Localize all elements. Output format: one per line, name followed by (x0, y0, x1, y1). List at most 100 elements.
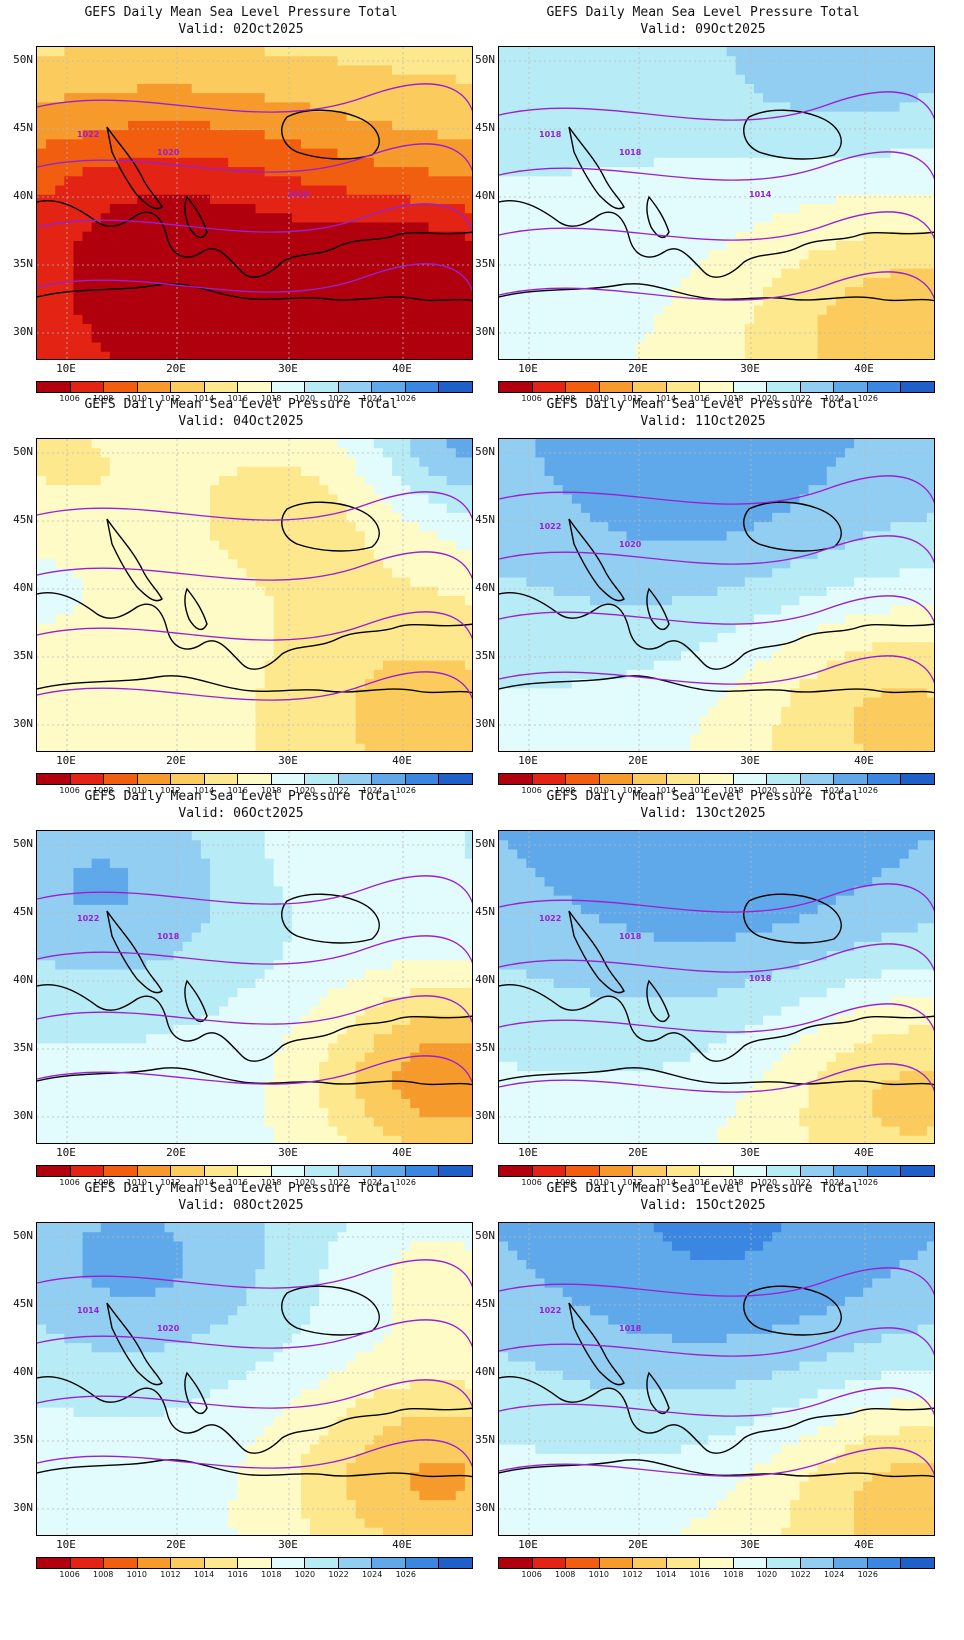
pressure-cell (182, 549, 193, 560)
pressure-cell (419, 466, 430, 477)
pressure-cell (437, 734, 448, 745)
pressure-cell (571, 231, 582, 242)
pressure-cell (209, 605, 220, 616)
pressure-cell (726, 324, 737, 334)
pressure-cell (608, 287, 618, 297)
pressure-cell (401, 642, 411, 653)
pressure-cell (590, 250, 600, 261)
pressure-cell (191, 577, 202, 588)
pressure-cell (37, 679, 47, 689)
pressure-cell (671, 314, 682, 325)
pressure-cell (419, 586, 430, 597)
pressure-cell (690, 287, 700, 297)
pressure-cell (146, 512, 156, 523)
pressure-cell (364, 259, 375, 270)
pressure-cell (373, 540, 384, 551)
pressure-cell (255, 623, 266, 634)
pressure-cell (708, 324, 719, 334)
pressure-cell (191, 185, 202, 196)
pressure-cell (590, 130, 600, 140)
pressure-cell (517, 157, 527, 168)
pressure-cell (128, 259, 138, 270)
pressure-cell (255, 351, 266, 359)
pressure-cell (562, 102, 573, 113)
pressure-cell (146, 204, 156, 214)
pressure-cell (200, 74, 211, 85)
pressure-cell (273, 457, 284, 468)
pressure-cell (282, 596, 293, 606)
pressure-cell (392, 139, 402, 150)
pressure-cell (437, 642, 448, 653)
pressure-cell (173, 725, 184, 736)
pressure-cell (228, 549, 238, 560)
pressure-cell (328, 503, 339, 514)
pressure-cell (319, 503, 329, 514)
pressure-cell (535, 351, 546, 359)
pressure-cell (854, 83, 864, 94)
pressure-cell (635, 268, 646, 279)
pressure-cell (708, 333, 719, 344)
pressure-cell (437, 222, 448, 233)
pressure-cell (401, 503, 411, 514)
pressure-cell (926, 157, 934, 168)
pressure-cell (690, 240, 700, 251)
pressure-cell (200, 716, 211, 726)
pressure-cell (401, 512, 411, 523)
pressure-cell (246, 725, 257, 736)
pressure-cell (817, 314, 828, 325)
pressure-cell (109, 605, 120, 616)
pressure-cell (392, 93, 402, 104)
pressure-cell (382, 439, 393, 449)
pressure-cell (301, 231, 311, 242)
pressure-cell (191, 669, 202, 680)
pressure-cell (337, 74, 348, 85)
pressure-cell (881, 351, 892, 359)
pressure-cell (128, 531, 138, 542)
pressure-cell (301, 333, 311, 344)
pressure-cell (155, 457, 166, 468)
pressure-cell (717, 250, 728, 261)
pressure-cell (671, 74, 682, 85)
pressure-cell (410, 176, 420, 187)
pressure-cell (228, 305, 238, 316)
pressure-cell (337, 475, 348, 486)
pressure-cell (917, 342, 928, 353)
pressure-cell (437, 494, 448, 505)
pressure-cell (55, 250, 65, 261)
pressure-cell (844, 194, 855, 205)
pressure-cell (917, 314, 928, 325)
pressure-cell (562, 56, 573, 67)
pressure-cell (100, 222, 111, 233)
pressure-cell (237, 651, 247, 662)
pressure-cell (137, 549, 147, 560)
pressure-cell (382, 596, 393, 606)
pressure-cell (817, 333, 828, 344)
pressure-cell (173, 623, 184, 634)
pressure-cell (173, 204, 184, 214)
pressure-cell (128, 139, 138, 150)
pressure-cell (410, 632, 420, 643)
pressure-cell (781, 167, 791, 177)
pressure-cell (146, 679, 156, 689)
pressure-cell (382, 559, 393, 569)
pressure-cell (835, 111, 846, 122)
pressure-cell (337, 605, 348, 616)
pressure-cell (301, 669, 311, 680)
pressure-cell (580, 268, 591, 279)
pressure-cell (464, 194, 472, 205)
pressure-cell (337, 47, 348, 57)
pressure-cell (526, 111, 537, 122)
pressure-cell (346, 240, 357, 251)
pressure-cell (173, 139, 184, 150)
pressure-cell (464, 305, 472, 316)
pressure-cell (128, 148, 138, 159)
pressure-cell (608, 56, 618, 67)
pressure-cell (735, 120, 746, 131)
pressure-cell (382, 577, 393, 588)
pressure-cell (228, 259, 238, 270)
pressure-cell (708, 120, 719, 131)
pressure-cell (146, 540, 156, 551)
pressure-cell (526, 83, 537, 94)
pressure-cell (319, 130, 329, 140)
